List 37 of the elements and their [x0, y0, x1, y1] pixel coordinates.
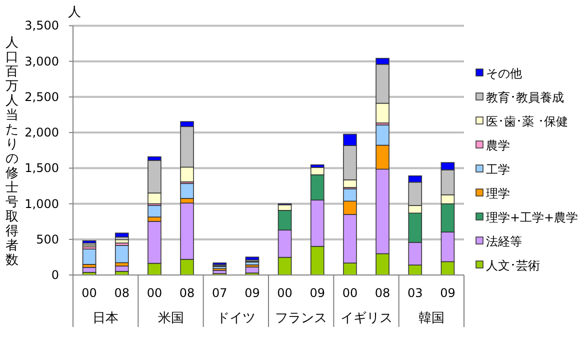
legend-label: 工学 [486, 162, 510, 176]
legend-label: 理学 [486, 186, 510, 200]
y-tick-label: 0 [51, 268, 59, 282]
text: 米国 [158, 311, 184, 326]
x-tick-label: 00 [82, 286, 97, 300]
legend-label: 教育･教員養成 [486, 90, 564, 104]
y-tick-label: 1,500 [24, 161, 59, 176]
x-tick-label: 08 [374, 286, 390, 300]
text: 韓国 [418, 311, 444, 326]
y-tick-label: 3,500 [24, 18, 59, 33]
x-tick-label: 09 [440, 286, 456, 300]
x-tick-label: 00 [146, 286, 162, 300]
text: イギリス [340, 311, 392, 326]
y-tick-label: 1,000 [24, 196, 59, 211]
y-tick-label: 2,500 [24, 90, 59, 104]
x-tick-label: 09 [310, 286, 326, 300]
legend-label: 理学+工学+農学 [486, 210, 578, 224]
text: フランス [275, 311, 328, 326]
legend-label: 医･歯･薬 ･保健 [486, 114, 568, 128]
x-tick-label: 00 [277, 286, 292, 300]
y-tick-label: 2,000 [24, 126, 59, 140]
x-tick-label: 09 [244, 286, 260, 300]
x-tick-label: 00 [342, 286, 358, 300]
x-tick-label: 03 [407, 286, 423, 300]
text: 人 [68, 5, 81, 20]
legend-label: 法経等 [486, 234, 522, 248]
text: 人口百万人当たりの修士号取得者数 [6, 35, 18, 268]
x-tick-label: 08 [179, 286, 195, 300]
text: ドイツ [216, 311, 256, 326]
text: 日本 [92, 311, 119, 326]
x-tick-label: 08 [114, 286, 130, 300]
legend-label: 人文･芸術 [486, 258, 540, 272]
x-tick-label: 07 [212, 286, 228, 300]
y-tick-label: 3,000 [24, 54, 59, 68]
legend-label: 農学 [486, 138, 510, 152]
legend-label: その他 [486, 66, 522, 80]
y-tick-label: 500 [36, 232, 59, 246]
